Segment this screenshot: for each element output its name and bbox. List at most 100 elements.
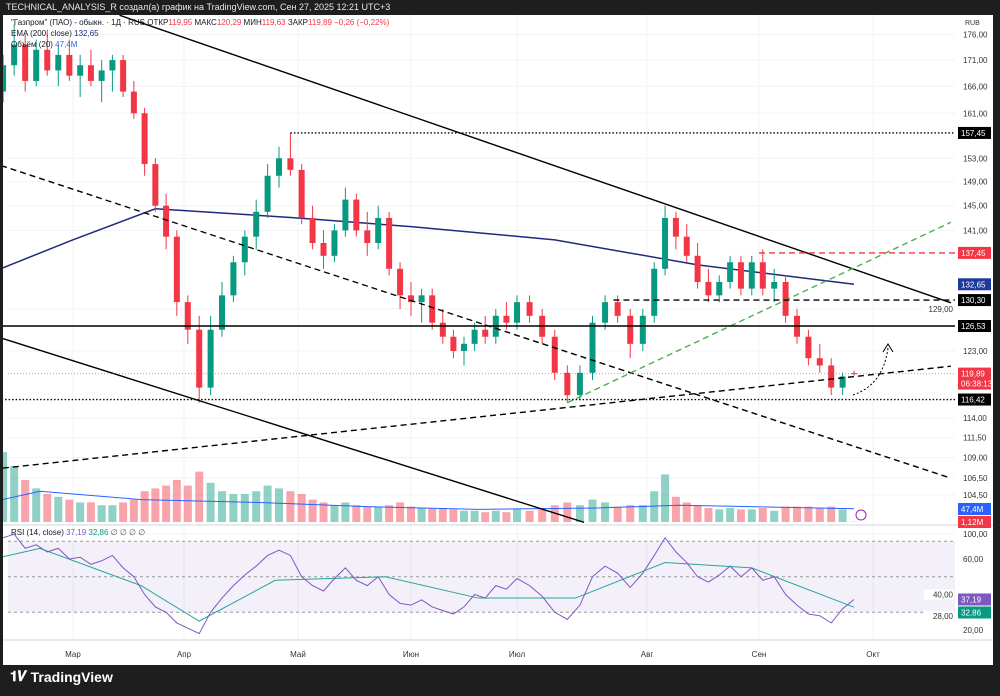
candle-body: [184, 302, 191, 330]
ema-legend[interactable]: EMA (200, close) 132,65: [11, 29, 99, 39]
candle-body: [253, 211, 260, 237]
mid-falling-dashed-trendline: [3, 165, 952, 479]
event-flash-icon: [855, 509, 867, 521]
price-badge-text: 132,65: [961, 280, 986, 289]
candle-body: [55, 54, 62, 71]
volume-bar: [575, 505, 584, 522]
volume-bar: [736, 509, 745, 522]
candle-body: [397, 268, 404, 296]
month-label: Апр: [177, 650, 192, 659]
rsi-tick-label-backdrop: [924, 610, 954, 621]
volume-legend[interactable]: Объём (20) 47,4M: [11, 40, 77, 50]
candle-body: [716, 281, 723, 296]
volume-bar: [151, 488, 160, 522]
price-badge: [958, 320, 991, 332]
price-tick-label: 153,00: [963, 154, 988, 163]
candle-body: [152, 164, 159, 206]
tradingview-logo[interactable]: 𝟏𝑽 TradingView: [10, 668, 113, 685]
volume-bar: [183, 485, 192, 522]
volume-bar: [525, 510, 534, 522]
volume-bar: [460, 510, 468, 522]
price-tick-label: 149,00: [963, 178, 988, 187]
price-chart[interactable]: RUB Мар Апр Май Июн Июл Авг Сен Окт 176,00 171,00 1…: [3, 15, 993, 665]
volume-bar: [319, 502, 328, 522]
change-value: −0,26 (−0,22%): [334, 18, 390, 27]
volume-bar: [481, 512, 490, 522]
candle-body: [737, 262, 744, 289]
price-badge: [958, 294, 991, 307]
candle-body: [816, 358, 823, 366]
price-badge-text: 130,30: [961, 296, 986, 305]
month-label: Окт: [866, 650, 880, 659]
volume-bar: [838, 509, 847, 522]
candle-body: [651, 268, 658, 316]
volume-bar: [286, 491, 295, 522]
candle-body: [805, 336, 812, 359]
volume-bar: [76, 502, 85, 522]
candle-body: [44, 49, 51, 71]
candle-body: [564, 372, 571, 396]
candle-body: [461, 343, 467, 351]
candle-body: [526, 302, 533, 316]
symbol-legend: "Газпром" (ПАО) - обыкн. · 1Д · RUS ОТКР…: [11, 18, 389, 28]
rsi-extra: ∅ ∅ ∅ ∅: [110, 528, 146, 537]
candle-body: [309, 217, 316, 244]
candle-body: [828, 365, 835, 388]
volume-bar: [470, 510, 479, 522]
rsi-ma-line: [3, 547, 855, 622]
volume-bar: [671, 496, 680, 522]
month-label: Авг: [641, 650, 654, 659]
candle-body: [439, 322, 446, 337]
volume-badge: [958, 503, 991, 515]
rsi-badge-text: 37,19: [961, 595, 982, 604]
price-tick-label: 129,00: [929, 305, 954, 314]
high-label: МАКС: [194, 18, 217, 27]
volume-bar: [793, 506, 801, 522]
candle-body: [748, 262, 755, 289]
candle-body: [163, 205, 170, 237]
symbol-name[interactable]: "Газпром" (ПАО) - обыкн. · 1Д · RUS: [11, 18, 146, 27]
candle-body: [627, 315, 634, 344]
lower-falling-trendline: [3, 337, 585, 524]
candle-body: [276, 158, 282, 176]
volume-bar: [308, 499, 317, 522]
candle-body: [264, 175, 271, 212]
low-value: 119,63: [261, 18, 286, 27]
candle-body: [241, 236, 248, 263]
volume-bar: [502, 512, 511, 522]
rsi-legend[interactable]: RSI (14, close) 37,19 32,86 ∅ ∅ ∅ ∅: [11, 528, 145, 538]
volume-bar: [438, 508, 447, 522]
volume-badge-text: 1,12M: [961, 518, 984, 527]
volume-bar: [747, 509, 756, 522]
volume-bar: [613, 506, 622, 522]
candle-body: [298, 169, 305, 218]
high-value: 120,29: [216, 18, 242, 27]
rsi-ma-value: 32,86: [88, 528, 109, 537]
volume-bar: [704, 508, 713, 522]
price-tick-label: 176,00: [963, 31, 988, 40]
candle-body: [109, 60, 116, 71]
volume-bar: [263, 485, 272, 522]
price-tick-label-backdrop: [924, 303, 954, 314]
price-badge: [958, 367, 991, 390]
chart-panel[interactable]: RUB Мар Апр Май Июн Июл Авг Сен Окт 176,00 171,00 1…: [3, 15, 993, 665]
candle-body: [694, 255, 701, 282]
rsi-badge-text: 32,86: [961, 608, 982, 617]
price-badge: [958, 393, 991, 406]
volume-bar: [32, 488, 41, 522]
volume-bar: [129, 499, 138, 522]
volume-bar: [385, 505, 394, 522]
low-label: МИН: [243, 18, 262, 27]
volume-bar: [396, 502, 405, 522]
volume-bar: [218, 491, 226, 522]
price-badge-text: 157,45: [961, 129, 986, 138]
volume-bar: [538, 509, 547, 522]
price-tick-label: 161,00: [963, 109, 988, 118]
volume-bar: [588, 499, 597, 522]
candle-body: [662, 217, 669, 269]
volume-bar: [815, 508, 824, 522]
volume-badge: [958, 516, 991, 528]
upper-falling-trendline: [119, 15, 952, 304]
candle-body: [141, 113, 148, 165]
volume-bar: [119, 502, 128, 522]
